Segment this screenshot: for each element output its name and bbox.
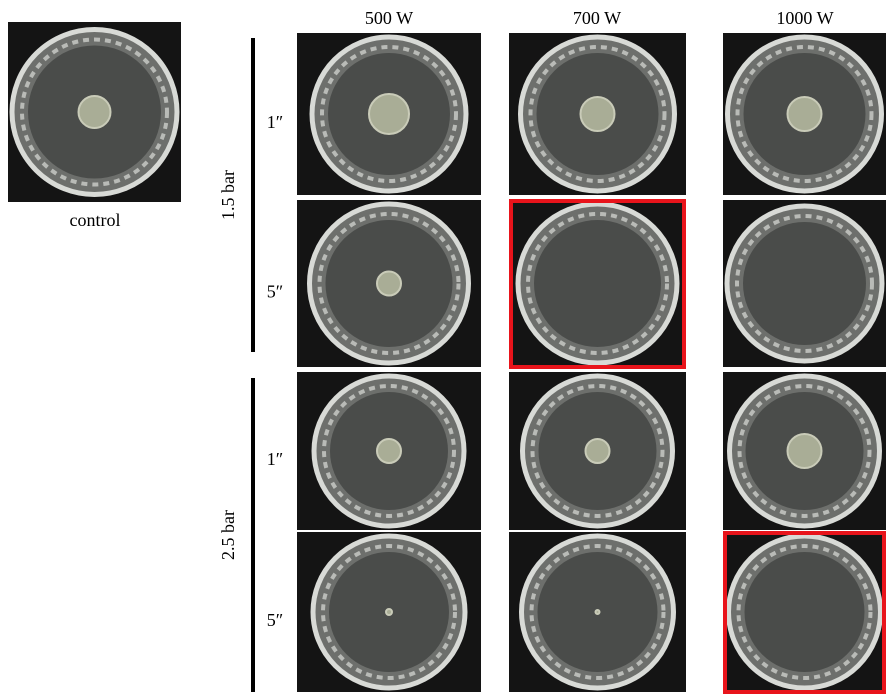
dish-photo (723, 33, 886, 195)
dish-rim-inner (529, 544, 666, 680)
row-label: 5″ (267, 282, 284, 302)
highlight-frame (723, 531, 886, 694)
dish-photo (297, 372, 481, 530)
row-label: 1″ (267, 449, 284, 469)
dish-photo (297, 33, 481, 195)
colony (368, 93, 410, 135)
dish-photo (509, 200, 686, 367)
row-label: 5″ (267, 610, 284, 630)
dish-photo (297, 532, 481, 692)
dish-rim-inner (526, 212, 669, 355)
colony (594, 609, 601, 615)
dish-rim-inner (735, 45, 874, 183)
dish-rim-inner (737, 384, 872, 518)
dish-rim-inner (322, 384, 456, 518)
dish-agar (534, 220, 661, 347)
highlight-frame (509, 199, 686, 369)
dish-rim-inner (317, 212, 461, 355)
colony (376, 270, 402, 297)
dish-photo (723, 200, 886, 367)
group-label: 1.5 bar (218, 170, 238, 220)
dish-photo (509, 532, 686, 692)
column-label: 500 W (365, 8, 413, 28)
dish-rim-inner (736, 544, 873, 680)
control-label: control (70, 210, 121, 230)
group-label: 2.5 bar (218, 510, 238, 560)
colony (786, 433, 823, 469)
dish-photo (509, 33, 686, 195)
dish-rim-inner (20, 37, 169, 187)
colony (584, 438, 611, 464)
dish-rim-inner (530, 384, 665, 518)
colony (786, 96, 823, 132)
colony (385, 608, 393, 616)
dish-rim-inner (320, 45, 458, 183)
column-label: 700 W (573, 8, 621, 28)
dish-photo (8, 22, 181, 202)
row-label: 1″ (267, 112, 284, 132)
dish-photo (723, 532, 886, 692)
dish-photo (509, 372, 686, 530)
dish-agar (743, 222, 866, 345)
dish-rim-inner (321, 544, 457, 680)
dish-rim-inner (528, 45, 667, 183)
colony (376, 438, 402, 464)
dish-agar (744, 552, 865, 672)
colony (77, 95, 112, 129)
colony (579, 96, 616, 132)
dish-photo (297, 200, 481, 367)
column-label: 1000 W (776, 8, 833, 28)
dish-rim-inner (735, 214, 874, 353)
dish-photo (723, 372, 886, 530)
